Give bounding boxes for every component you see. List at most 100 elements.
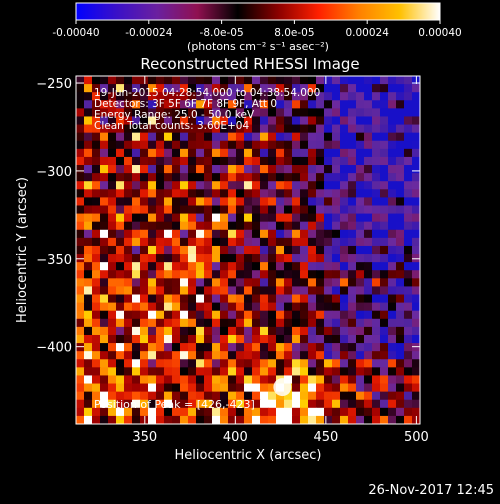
heatmap-cell [108,391,117,401]
heatmap-cell [196,140,205,150]
heatmap-cell [380,367,389,377]
heatmap-cell [388,148,397,158]
heatmap-cell [412,165,420,174]
heatmap-cell [188,165,197,174]
heatmap-cell [404,270,413,279]
heatmap-cell [188,189,197,198]
heatmap-cell [180,343,189,352]
heatmap-cell [300,148,309,158]
heatmap-cell [132,278,141,288]
heatmap-cell [244,270,253,279]
heatmap-cell [220,407,229,417]
heatmap-cell [332,140,341,150]
heatmap-cell [380,415,389,424]
heatmap-cell [284,343,293,352]
heatmap-cell [260,375,269,385]
heatmap-cell [132,326,141,336]
heatmap-cell [244,116,253,126]
heatmap-cell [340,197,349,207]
heatmap-cell [156,407,165,417]
heatmap-cell [396,391,405,401]
heatmap-cell [276,302,285,312]
heatmap-cell [116,148,125,158]
heatmap-cell [212,140,221,150]
heatmap-cell [148,326,157,336]
heatmap-cell [140,108,149,118]
heatmap-cell [268,318,277,328]
heatmap-cell [300,294,309,304]
heatmap-cell [276,189,285,198]
heatmap-cell [156,375,165,385]
heatmap-cell [388,294,397,304]
heatmap-cell [76,343,85,352]
heatmap-cell [108,407,117,417]
heatmap-cell [92,76,101,85]
heatmap-cell [316,399,325,409]
heatmap-cell [196,415,205,424]
heatmap-cell [156,270,165,279]
heatmap-cell [220,140,229,150]
heatmap-cell [372,407,381,417]
heatmap-cell [156,124,165,134]
heatmap-cell [284,391,293,401]
heatmap-cell [340,286,349,296]
heatmap-cell [228,165,237,174]
heatmap-cell [236,156,245,166]
heatmap-cell [244,343,253,352]
heatmap-cell [116,262,125,271]
heatmap-cell [300,310,309,320]
heatmap-cell [356,407,365,417]
heatmap-cell [204,132,213,142]
heatmap-cell [196,399,205,409]
heatmap-cell [372,375,381,385]
heatmap-cell [348,310,357,320]
heatmap-cell [348,278,357,288]
heatmap-cell [324,173,333,182]
heatmap-cell [404,245,413,255]
heatmap-cell [140,278,149,288]
heatmap-cell [140,84,149,93]
heatmap-cell [332,165,341,174]
heatmap-cell [116,92,125,101]
heatmap-cell [156,254,165,263]
heatmap-cell [204,254,213,263]
heatmap-cell [292,76,301,85]
heatmap-cell [316,173,325,182]
heatmap-cell [372,245,381,255]
heatmap-cell [244,237,253,247]
heatmap-cell [236,375,245,385]
heatmap-cell [356,334,365,344]
heatmap-cell [244,173,253,182]
heatmap-cell [268,310,277,320]
heatmap-cell [332,148,341,158]
heatmap-cell [300,254,309,263]
heatmap-cell [92,318,101,328]
heatmap-cell [164,148,173,158]
heatmap-cell [292,326,301,336]
x-tick-label: 500 [404,430,429,445]
heatmap-cell [356,165,365,174]
heatmap-cell [84,343,93,352]
heatmap-cell [300,221,309,231]
heatmap-cell [132,173,141,182]
heatmap-cell [196,326,205,336]
heatmap-cell [236,383,245,393]
heatmap-cell [148,197,157,207]
heatmap-cell [300,318,309,328]
heatmap-cell [332,391,341,401]
heatmap-cell [180,116,189,126]
heatmap-cell [340,221,349,231]
heatmap-cell [260,221,269,231]
heatmap-cell [308,116,317,126]
heatmap-cell [364,173,373,182]
heatmap-cell [348,173,357,182]
heatmap-cell [140,140,149,150]
heatmap-cell [132,221,141,231]
heatmap-cell [244,148,253,158]
heatmap-cell [348,181,357,190]
heatmap-cell [84,391,93,401]
heatmap-cell [188,399,197,409]
heatmap-cell [108,326,117,336]
heatmap-cell [244,100,253,109]
heatmap-cell [124,124,133,134]
